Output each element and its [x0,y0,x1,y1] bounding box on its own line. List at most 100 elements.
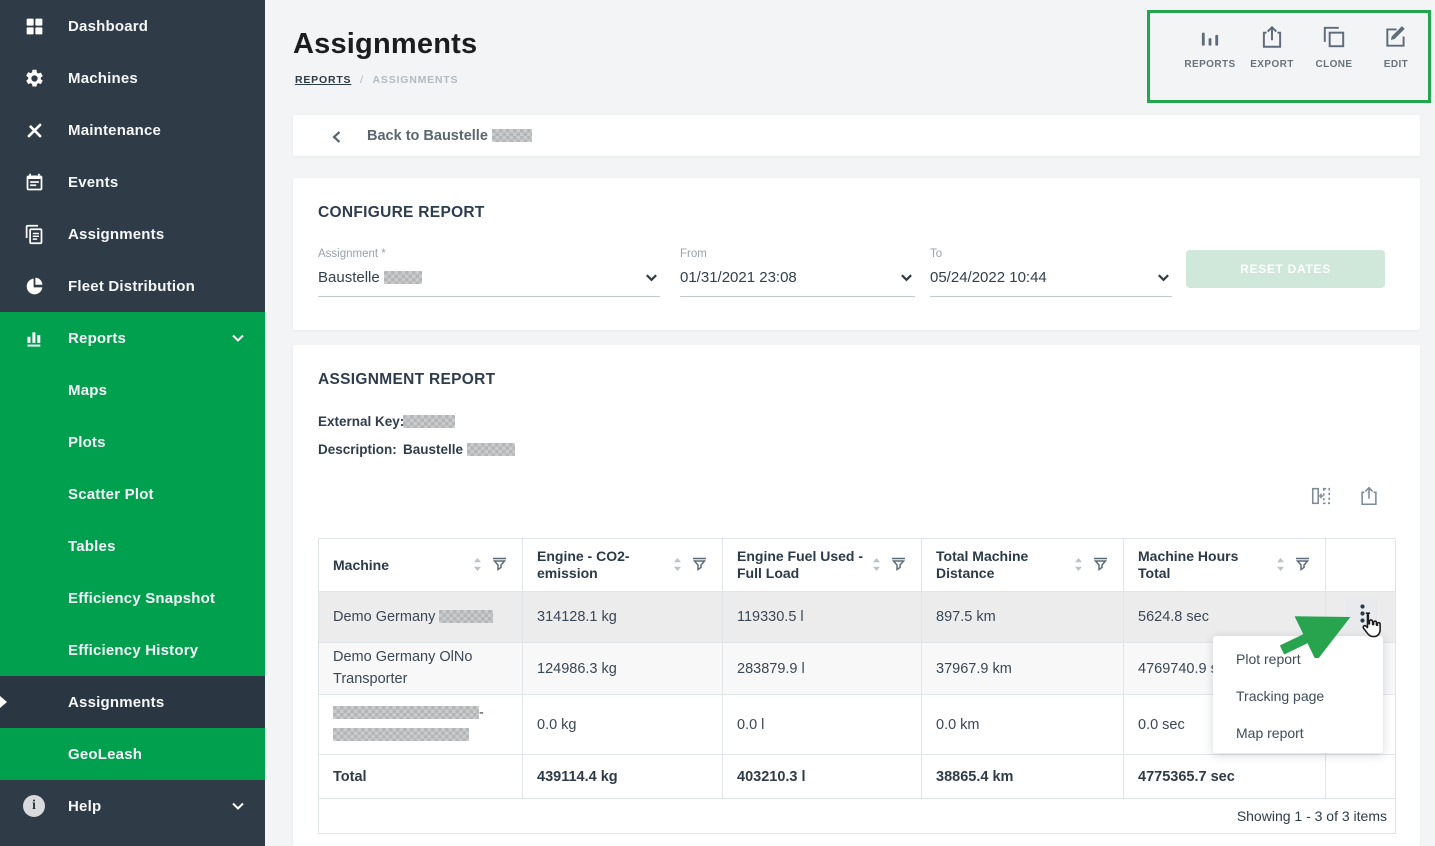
sort-icon[interactable] [1276,557,1285,572]
total-fuel: 403210.3 l [723,755,922,798]
row-menu-button[interactable] [1346,597,1378,630]
filter-funnel-icon[interactable] [1092,555,1109,576]
sidebar-item-dashboard[interactable]: Dashboard [0,0,265,52]
sidebar-item-label: Plots [68,433,106,451]
filter-funnel-icon[interactable] [691,555,708,576]
sidebar-item-help[interactable]: i Help [0,780,265,832]
from-label: From [680,248,707,260]
documents-icon [22,222,46,246]
cell-machine: Demo Germany [319,592,523,642]
chevron-down-icon [231,331,245,345]
sidebar-item-efficiency-snapshot[interactable]: Efficiency Snapshot [0,572,265,624]
sidebar-item-machines[interactable]: Machines [0,52,265,104]
sidebar-item-events[interactable]: Events [0,156,265,208]
action-label: CLONE [1315,59,1353,70]
reset-dates-button[interactable]: RESET DATES [1186,250,1385,288]
kebab-menu-icon [1359,604,1365,623]
sidebar-item-label: Help [68,797,102,815]
bar-chart-icon [22,326,46,350]
censored-text [491,128,532,142]
export-button[interactable]: EXPORT [1241,24,1303,70]
sidebar-item-reports[interactable]: Reports [0,312,265,364]
export-table-icon[interactable] [1358,485,1380,507]
assignment-value: Baustelle [318,269,422,286]
sidebar-item-label: Efficiency Snapshot [68,589,216,607]
sidebar-item-label: Fleet Distribution [68,277,195,295]
breadcrumb: REPORTS / ASSIGNMENTS [295,74,458,86]
calendar-icon [22,170,46,194]
sidebar: Dashboard Machines Maintenance Events As… [0,0,265,846]
sidebar-item-plots[interactable]: Plots [0,416,265,468]
table-row[interactable]: Demo Germany 314128.1 kg 119330.5 l 897.… [319,592,1395,643]
cell-fuel: 119330.5 l [723,592,922,642]
configure-report-title: CONFIGURE REPORT [318,204,485,221]
export-icon [1262,25,1282,48]
sidebar-item-label: Efficiency History [68,641,199,659]
to-label: To [930,248,943,260]
sidebar-item-maps[interactable]: Maps [0,364,265,416]
menu-item-plot-report[interactable]: Plot report [1236,650,1301,667]
sidebar-item-label: Scatter Plot [68,485,154,503]
sort-icon[interactable] [1074,557,1083,572]
back-label: Back to Baustelle [367,128,532,144]
filter-funnel-icon[interactable] [1294,555,1311,576]
chevron-left-icon [331,130,343,143]
sort-icon[interactable] [673,557,682,572]
gear-icon [22,66,46,90]
from-date-picker[interactable]: From 01/31/2021 23:08 [680,248,915,297]
filter-funnel-icon[interactable] [890,555,907,576]
breadcrumb-reports-link[interactable]: REPORTS [295,74,352,86]
edit-button[interactable]: EDIT [1365,24,1427,70]
breadcrumb-current: ASSIGNMENTS [372,74,459,86]
sidebar-subitem-assignments[interactable]: Assignments [0,676,265,728]
table-toolbar [1310,485,1380,507]
total-label: Total [319,755,523,798]
column-settings-icon[interactable] [1310,485,1332,507]
cell-fuel: 283879.9 l [723,643,922,694]
assignment-select[interactable]: Assignment * Baustelle [318,248,660,297]
censored-text [439,610,494,623]
column-header-hours: Machine Hours Total [1124,539,1326,591]
column-header-fuel: Engine Fuel Used - Full Load [723,539,922,591]
to-date-picker[interactable]: To 05/24/2022 10:44 [930,248,1172,297]
table-header-row: Machine Engine - CO2-emission Engine Fue… [319,539,1395,592]
dashboard-icon [22,14,46,38]
sidebar-item-scatter-plot[interactable]: Scatter Plot [0,468,265,520]
sidebar-item-geoleash[interactable]: GeoLeash [0,728,265,780]
sidebar-item-fleet-distribution[interactable]: Fleet Distribution [0,260,265,312]
filter-funnel-icon[interactable] [491,555,508,576]
sidebar-item-maintenance[interactable]: Maintenance [0,104,265,156]
column-header-actions [1326,539,1397,591]
table-row[interactable]: - 0.0 kg 0.0 l 0.0 km 0.0 sec [319,695,1395,755]
sidebar-item-tables[interactable]: Tables [0,520,265,572]
cell-distance: 897.5 km [922,592,1124,642]
description-value: Baustelle [403,442,515,457]
configure-report-card: CONFIGURE REPORT Assignment * Baustelle … [293,178,1420,330]
column-header-machine: Machine [319,539,523,591]
clone-icon [1323,26,1345,48]
sidebar-item-label: Tables [68,537,116,555]
sort-icon[interactable] [872,557,881,572]
back-to-assignment-bar[interactable]: Back to Baustelle [293,115,1420,156]
sort-icon[interactable] [473,557,482,572]
total-hours: 4775365.7 sec [1124,755,1326,798]
assignment-label: Assignment * [318,248,386,260]
menu-item-map-report[interactable]: Map report [1236,724,1304,741]
reports-button[interactable]: REPORTS [1179,24,1241,70]
description-label: Description: [318,442,397,457]
cell-co2: 314128.1 kg [523,592,723,642]
clone-button[interactable]: CLONE [1303,24,1365,70]
sidebar-item-assignments[interactable]: Assignments [0,208,265,260]
sidebar-item-label: Dashboard [68,17,149,35]
pagination-status: Showing 1 - 3 of 3 items [1236,808,1387,824]
total-actions [1326,755,1397,798]
external-key-value [403,414,455,429]
table-total-row: Total 439114.4 kg 403210.3 l 38865.4 km … [319,755,1395,799]
cell-machine: Demo Germany OlNo Transporter [319,643,523,694]
total-co2: 439114.4 kg [523,755,723,798]
sidebar-item-efficiency-history[interactable]: Efficiency History [0,624,265,676]
cell-co2: 0.0 kg [523,695,723,754]
menu-item-tracking-page[interactable]: Tracking page [1236,687,1325,704]
page-title: Assignments [293,28,478,60]
